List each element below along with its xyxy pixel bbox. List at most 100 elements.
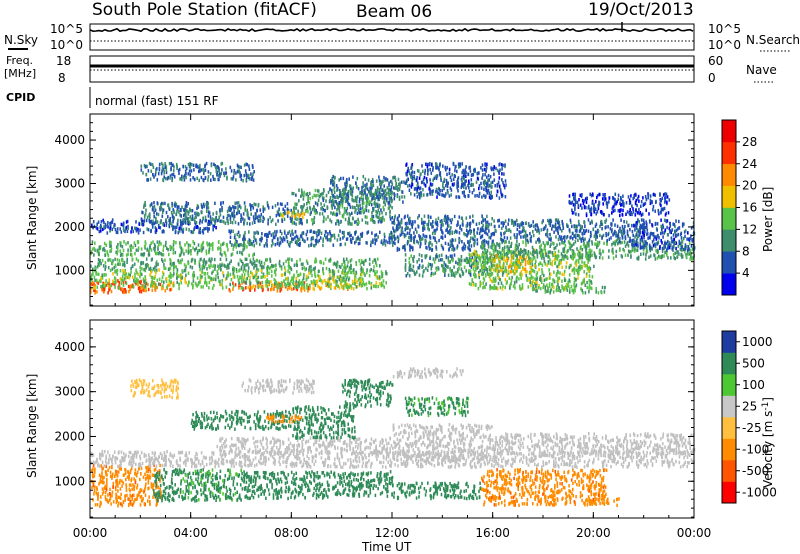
scatter-cell bbox=[312, 243, 315, 248]
scatter-cell bbox=[244, 208, 246, 212]
scatter-cell bbox=[438, 258, 440, 263]
scatter-cell bbox=[135, 248, 138, 252]
scatter-cell bbox=[212, 177, 215, 181]
scatter-cell bbox=[563, 272, 565, 277]
scatter-cell bbox=[492, 166, 494, 171]
scatter-cell bbox=[156, 167, 158, 171]
scatter-cell bbox=[174, 225, 176, 229]
scatter-cell bbox=[438, 254, 441, 258]
scatter-cell bbox=[189, 249, 191, 254]
scatter-cell bbox=[334, 199, 336, 204]
scatter-cell bbox=[103, 287, 105, 291]
scatter-cell bbox=[558, 286, 560, 290]
scatter-cell bbox=[194, 260, 197, 264]
scatter-cell bbox=[450, 270, 453, 274]
scatter-cell bbox=[521, 285, 524, 290]
scatter-cell bbox=[383, 175, 385, 180]
scatter-cell bbox=[374, 204, 377, 208]
scatter-cell bbox=[532, 276, 534, 280]
scatter-cell bbox=[471, 255, 474, 260]
scatter-cell bbox=[320, 286, 323, 290]
scatter-cell bbox=[140, 222, 143, 226]
scatter-cell bbox=[418, 258, 420, 262]
scatter-cell bbox=[345, 194, 348, 198]
scatter-cell bbox=[96, 227, 99, 231]
scatter-cell bbox=[541, 249, 544, 253]
scatter-cell bbox=[397, 223, 399, 227]
scatter-cell bbox=[464, 194, 466, 199]
scatter-cell bbox=[470, 265, 473, 269]
scatter-cell bbox=[489, 273, 492, 277]
scatter-cell bbox=[387, 190, 390, 195]
scatter-cell bbox=[267, 287, 269, 292]
scatter-cell bbox=[198, 212, 200, 217]
scatter-cell bbox=[427, 168, 429, 173]
scatter-cell bbox=[178, 167, 181, 172]
scatter-cell bbox=[387, 240, 389, 245]
scatter-cell bbox=[323, 215, 325, 219]
scatter-cell bbox=[371, 177, 374, 182]
scatter-cell bbox=[230, 169, 233, 173]
scatter-cell bbox=[510, 269, 513, 274]
scatter-cell bbox=[289, 284, 292, 288]
scatter-cell bbox=[336, 201, 338, 206]
scatter-cell bbox=[185, 249, 187, 253]
scatter-cell bbox=[490, 232, 493, 237]
scatter-cell bbox=[343, 260, 346, 264]
scatter-cell bbox=[530, 258, 532, 263]
scatter-cell bbox=[119, 249, 121, 253]
scatter-cell bbox=[424, 241, 427, 245]
scatter-cell bbox=[150, 248, 153, 252]
scatter-cell bbox=[326, 284, 329, 288]
scatter-cell bbox=[486, 249, 489, 253]
scatter-cell bbox=[170, 273, 172, 277]
scatter-cell bbox=[93, 224, 96, 229]
scatter-cell bbox=[489, 236, 492, 240]
scatter-cell bbox=[573, 252, 575, 256]
scatter-cell bbox=[347, 196, 350, 200]
scatter-cell bbox=[189, 243, 192, 248]
scatter-cell bbox=[247, 216, 250, 220]
scatter-cell bbox=[389, 241, 391, 245]
scatter-cell bbox=[206, 271, 209, 276]
scatter-cell bbox=[435, 174, 438, 178]
scatter-cell bbox=[315, 259, 318, 263]
scatter-cell bbox=[185, 217, 187, 221]
scatter-cell bbox=[295, 234, 298, 238]
scatter-cell bbox=[141, 267, 143, 271]
scatter-cell bbox=[280, 287, 282, 291]
scatter-cell bbox=[329, 269, 332, 273]
scatter-cell bbox=[231, 252, 234, 256]
scatter-cell bbox=[484, 262, 486, 267]
scatter-cell bbox=[260, 212, 263, 217]
scatter-cell bbox=[298, 221, 301, 225]
scatter-cell bbox=[140, 168, 143, 172]
scatter-cell bbox=[481, 272, 483, 277]
scatter-cell bbox=[202, 246, 205, 250]
scatter-cell bbox=[406, 221, 408, 226]
scatter-cell bbox=[532, 269, 535, 273]
scatter-cell bbox=[451, 173, 453, 177]
scatter-cell bbox=[343, 187, 345, 191]
scatter-cell bbox=[108, 278, 111, 282]
scatter-cell bbox=[359, 272, 362, 277]
scatter-cell bbox=[110, 240, 112, 245]
scatter-cell bbox=[488, 229, 490, 233]
scatter-cell bbox=[502, 181, 504, 185]
scatter-cell bbox=[335, 184, 338, 188]
scatter-cell bbox=[158, 282, 160, 286]
scatter-cell bbox=[171, 223, 173, 228]
nsky-tick-top: 10^5 bbox=[50, 22, 83, 36]
scatter-cell bbox=[416, 260, 418, 264]
scatter-cell bbox=[137, 283, 139, 287]
scatter-cell bbox=[616, 242, 619, 246]
scatter-cell bbox=[566, 250, 568, 254]
scatter-cell bbox=[543, 259, 546, 264]
scatter-cell bbox=[286, 239, 289, 244]
scatter-cell bbox=[548, 284, 551, 288]
scatter-cell bbox=[413, 238, 416, 242]
scatter-cell bbox=[402, 245, 405, 249]
scatter-cell bbox=[242, 179, 244, 183]
scatter-cell bbox=[524, 263, 527, 267]
scatter-cell bbox=[329, 257, 332, 261]
